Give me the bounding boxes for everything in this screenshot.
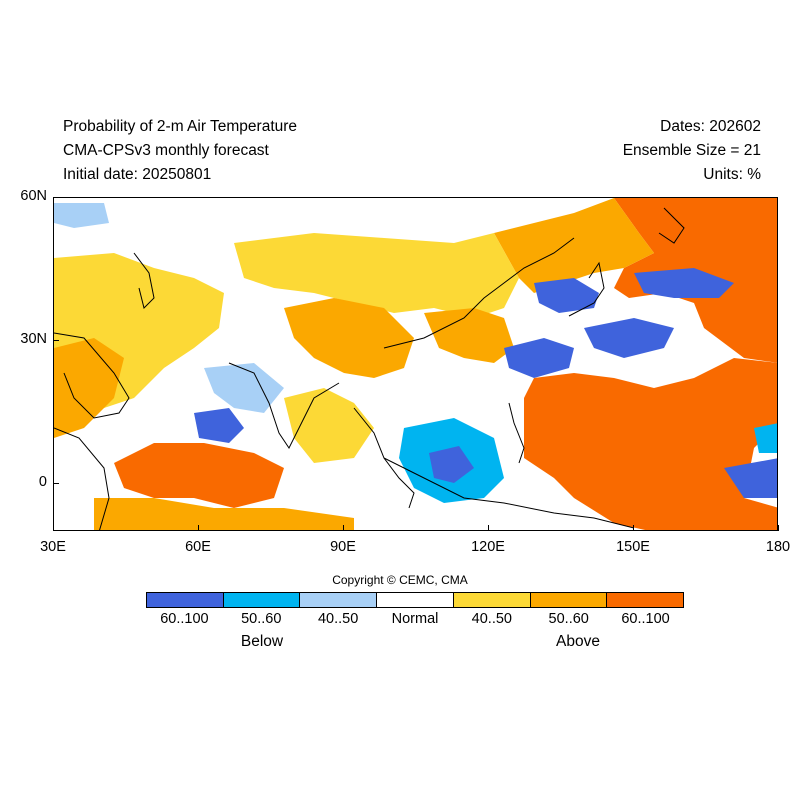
longitude-tick — [632, 525, 634, 531]
below-60-region-borneo — [429, 446, 474, 483]
legend-swatch — [530, 593, 608, 607]
below-60-region-north-pacific — [634, 268, 734, 298]
forecast-map — [53, 197, 778, 531]
below-60-region-philippine-sea — [584, 318, 674, 358]
coastline-africa-east — [54, 427, 110, 530]
longitude-tick — [342, 525, 344, 531]
copyright-notice: Copyright © CEMC, CMA — [332, 573, 468, 587]
coastline-philippines — [508, 402, 525, 464]
map-title: Probability of 2-m Air Temperature — [63, 118, 298, 135]
above-50-region-indian-ocean — [94, 498, 354, 530]
latitude-label: 60N — [20, 188, 47, 204]
latitude-tick — [53, 339, 59, 341]
above-40-region-central-asia — [234, 233, 519, 318]
latitude-tick — [53, 482, 59, 484]
longitude-label: 150E — [616, 539, 650, 555]
longitude-label: 90E — [330, 539, 356, 555]
coastline-caspian — [133, 252, 155, 309]
below-40-region-south-asia — [204, 363, 284, 413]
legend-swatch — [300, 593, 378, 607]
below-60-region-japan-sea — [534, 278, 599, 313]
latitude-label: 30N — [20, 331, 47, 348]
legend-label: 40..50 — [471, 611, 513, 627]
below-60-region-east-china-sea — [504, 338, 574, 378]
longitude-label: 120E — [471, 539, 505, 555]
above-50-region-east-asia-coast — [494, 198, 654, 293]
below-50-region-dateline — [754, 423, 777, 453]
coastline-india — [228, 362, 340, 449]
below-40-region-west-siberia — [54, 203, 109, 228]
below-60-region-east-pacific — [724, 458, 777, 498]
color-legend — [146, 592, 684, 608]
above-50-region-tibet — [284, 298, 414, 378]
initial-date-label: Initial date: 20250801 — [63, 166, 212, 183]
longitude-label: 30E — [40, 539, 66, 555]
legend-label: 50..60 — [548, 611, 589, 627]
legend-label: Normal — [391, 611, 439, 627]
above-group-label: Above — [556, 633, 600, 650]
below-60-region-arabian-sea — [194, 408, 244, 443]
legend-swatch — [377, 593, 454, 607]
coastline-arabia — [54, 332, 130, 419]
longitude-label: 180 — [765, 539, 791, 555]
latitude-tick — [53, 196, 59, 198]
longitude-label: 60E — [185, 539, 211, 555]
longitude-tick — [487, 525, 489, 531]
legend-swatch — [453, 593, 531, 607]
legend-swatch — [607, 593, 684, 607]
longitude-tick — [197, 525, 199, 531]
below-group-label: Below — [240, 633, 284, 650]
above-40-region-bay-of-bengal — [284, 388, 374, 463]
above-60-region-arabian-sea — [114, 443, 284, 508]
coastline-kamchatka — [658, 207, 685, 244]
above-50-region-south-china — [424, 308, 514, 363]
coastline-china — [383, 237, 575, 349]
legend-swatch — [223, 593, 301, 607]
above-50-region-africa-horn — [54, 338, 124, 438]
model-label: CMA-CPSv3 monthly forecast — [63, 142, 269, 159]
coastline-indonesia — [383, 457, 635, 529]
above-60-region-west-pacific — [524, 358, 777, 530]
probability-field — [54, 198, 777, 530]
legend-label: 60..100 — [160, 611, 209, 627]
legend-swatch — [147, 593, 224, 607]
legend-label: 40..50 — [317, 611, 359, 627]
dates-label: Dates: 202602 — [660, 118, 761, 135]
longitude-tick — [777, 525, 779, 531]
longitude-tick — [52, 525, 54, 531]
coastline-japan — [568, 261, 605, 317]
units-label: Units: % — [703, 166, 761, 183]
latitude-label: 0 — [38, 474, 47, 491]
legend-label: 60..100 — [621, 611, 670, 627]
legend-label: 50..60 — [241, 611, 282, 627]
ensemble-size-label: Ensemble Size = 21 — [622, 142, 761, 159]
coastline-southeast-asia — [353, 407, 415, 509]
